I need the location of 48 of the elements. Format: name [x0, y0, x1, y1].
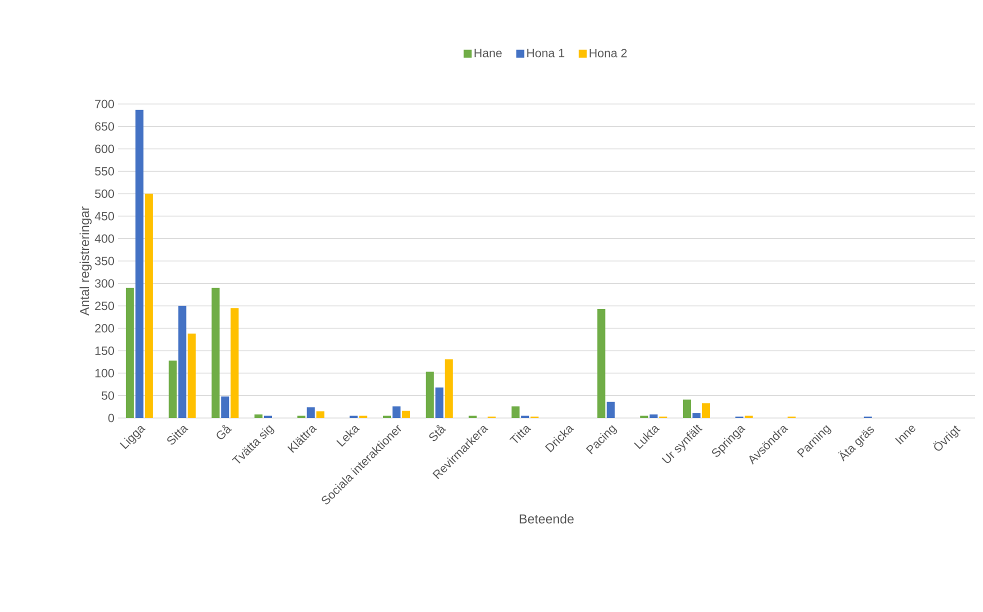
- bar: [392, 406, 401, 418]
- bar: [230, 308, 239, 418]
- x-tick-label: Gå: [216, 424, 232, 440]
- bar: [144, 194, 153, 418]
- bar: [402, 410, 410, 418]
- y-tick-label: 300: [94, 279, 114, 288]
- bar: [702, 403, 710, 418]
- y-tick-label: 650: [95, 122, 114, 131]
- y-tick-label: 100: [95, 368, 114, 378]
- bar: [316, 411, 324, 418]
- legend-label: Hona 1: [527, 48, 564, 58]
- bar: [444, 359, 453, 418]
- y-tick-label: 500: [95, 189, 114, 198]
- bar: [606, 402, 615, 418]
- y-tick-label: 400: [94, 234, 114, 243]
- bar: [254, 414, 262, 418]
- bar: [512, 406, 520, 418]
- bar: [168, 360, 177, 418]
- bar: [212, 288, 220, 418]
- bar: [306, 407, 315, 418]
- bar: [178, 306, 186, 418]
- bar: [221, 396, 230, 418]
- x-tick-label: Sitta: [167, 426, 188, 445]
- y-tick-label: 0: [108, 414, 114, 422]
- bar: [650, 414, 658, 418]
- x-tick-label: Titta: [509, 426, 532, 444]
- y-axis-title: Antal registreringar: [80, 206, 92, 316]
- y-tick-label: 350: [94, 256, 114, 266]
- bar: [597, 308, 606, 418]
- legend-label: Hane: [474, 48, 502, 58]
- y-tick-label: 250: [95, 302, 114, 310]
- x-tick-label: Inne: [895, 426, 916, 444]
- x-axis-title: Beteende: [520, 514, 574, 524]
- bar: [135, 110, 144, 418]
- y-tick-label: 50: [102, 391, 114, 400]
- bar: [188, 334, 196, 418]
- y-tick-label: 700: [95, 100, 114, 108]
- y-tick-label: 200: [95, 324, 114, 333]
- y-tick-label: 550: [95, 167, 114, 176]
- bar: [682, 400, 691, 418]
- bar: [126, 288, 134, 418]
- legend-label: Hona 2: [590, 48, 627, 58]
- bar: [426, 372, 434, 418]
- y-tick-label: 150: [95, 346, 114, 355]
- bar: [692, 413, 700, 418]
- y-tick-label: 600: [95, 144, 114, 154]
- y-tick-label: 450: [94, 212, 114, 220]
- bar: [435, 387, 444, 418]
